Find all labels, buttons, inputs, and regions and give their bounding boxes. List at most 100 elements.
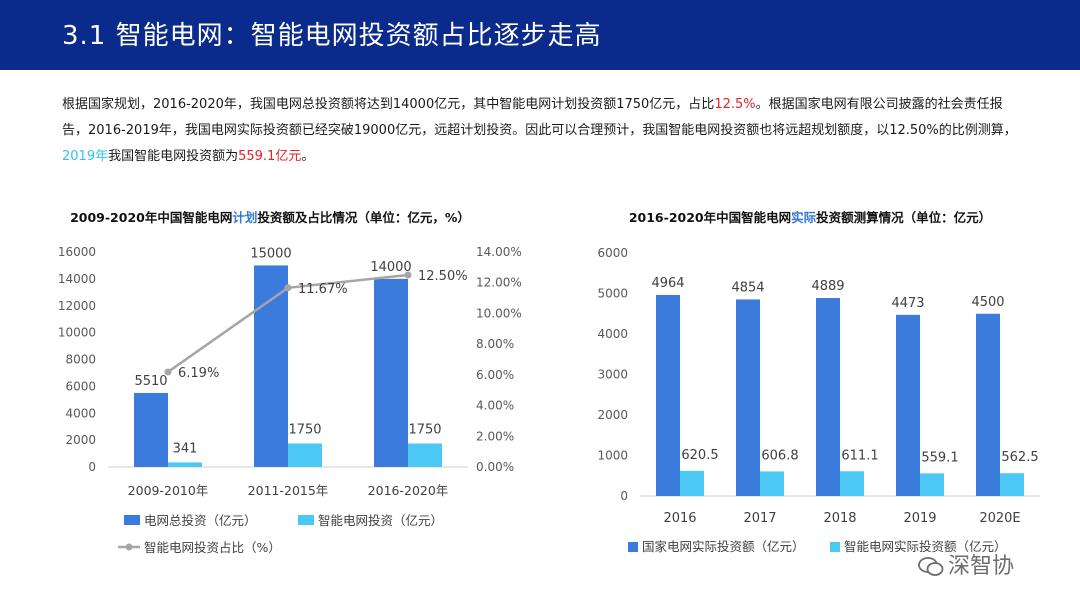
- chart1-ytick-label: 4000: [65, 406, 96, 420]
- chart2-bar-smart-label: 562.5: [1001, 450, 1038, 465]
- chart1-y2tick-label: 10.00%: [476, 306, 522, 320]
- chart2-x-tick-label: 2016: [663, 511, 696, 526]
- chart1-bar-smart-label: 1750: [408, 422, 441, 437]
- chart1-x-tick-label: 2011-2015年: [248, 483, 329, 498]
- chart1-y2tick-label: 14.00%: [476, 245, 522, 259]
- chart2-bar-grid: [656, 294, 680, 496]
- chart1-ratio-label: 12.50%: [418, 269, 468, 284]
- chart2-bar-grid: [976, 313, 1000, 496]
- chart2-x-tick-label: 2019: [903, 511, 936, 526]
- chart2-title-pre: 2016-2020年中国智能电网: [628, 210, 792, 225]
- chart1-bar-smart-label: 341: [173, 441, 198, 456]
- chart2-x-tick-label: 2018: [823, 511, 856, 526]
- chart2-legend-smart: 智能电网实际投资额（亿元）: [844, 539, 1007, 554]
- chart1-x-tick-label: 2016-2020年: [368, 483, 449, 498]
- chart2-legend-swatch-grid: [628, 542, 638, 552]
- chart2-ytick-label: 3000: [597, 368, 628, 382]
- chart1-legend-swatch-smart: [298, 515, 314, 525]
- chart1-ytick-label: 10000: [58, 326, 96, 340]
- chart1-title-keyword: 计划: [232, 210, 258, 225]
- chart2-title-post: 投资额测算情况（单位：亿元）: [816, 210, 992, 225]
- chart1-title-pre: 2009-2020年中国智能电网: [70, 210, 233, 225]
- chart1-x-tick-label: 2009-2010年: [128, 483, 209, 498]
- chart2-bar-smart: [680, 470, 704, 496]
- chart2-ytick-label: 5000: [597, 287, 628, 301]
- chart1-ytick-label: 8000: [65, 353, 96, 367]
- chart1-y2tick-label: 2.00%: [476, 429, 514, 443]
- chart1-ytick-label: 0: [88, 460, 96, 474]
- para-highlight-ratio: 12.5%: [714, 97, 756, 112]
- chart1-ratio-point: [284, 284, 292, 292]
- chart2-bar-smart: [760, 471, 784, 496]
- chart2-ytick-label: 4000: [597, 327, 628, 341]
- chart1-bar-total: [254, 265, 288, 467]
- chart1-ratio-label: 6.19%: [178, 366, 219, 381]
- chart1-bar-total: [374, 278, 408, 467]
- chart2-legend-grid: 国家电网实际投资额（亿元）: [642, 539, 805, 554]
- chart1-legend-total: 电网总投资（亿元）: [144, 513, 257, 528]
- chart1-legend-swatch-total: [124, 515, 140, 525]
- watermark-logo: 深智协: [918, 548, 1014, 580]
- chart2-ytick-label: 0: [620, 489, 628, 503]
- chart1-bar-smart: [408, 443, 442, 467]
- para-text-2: 。根据国家电网有限公司披露的社会责任报告，2016-2019年，我国电网实际投资…: [62, 97, 1017, 138]
- para-text-4: 。: [301, 149, 315, 164]
- chart1-ytick-label: 16000: [58, 245, 96, 259]
- chart2-ytick-label: 6000: [597, 246, 628, 260]
- chart1-ratio-point: [164, 368, 172, 376]
- chart1-y2tick-label: 12.00%: [476, 276, 522, 290]
- chart2-bar-grid: [736, 299, 760, 496]
- chart2-bar-smart-label: 620.5: [681, 448, 718, 463]
- para-text-3: 我国智能电网投资额为: [108, 149, 239, 164]
- chart1-y2tick-label: 6.00%: [476, 368, 514, 382]
- chart1-legend-ratio: 智能电网投资占比（%）: [144, 540, 281, 555]
- chart1-ratio-point: [404, 271, 412, 279]
- para-highlight-year: 2019年: [62, 149, 109, 164]
- chart1-legend-line-marker: [125, 543, 133, 551]
- chart2-ytick-label: 1000: [597, 449, 628, 463]
- chart2-bar-grid-label: 4964: [651, 276, 684, 291]
- chart2-bar-smart-label: 606.8: [761, 448, 798, 463]
- chart2-x-tick-label: 2017: [743, 511, 776, 526]
- wechat-icon: [918, 557, 944, 576]
- logo-text: 深智协: [948, 554, 1015, 579]
- chart1-bar-total-label: 5510: [134, 374, 167, 389]
- chart1-y2tick-label: 4.00%: [476, 399, 514, 413]
- chart2-bar-smart-label: 559.1: [921, 450, 958, 465]
- chart2-bar-grid-label: 4889: [811, 279, 844, 294]
- chart1-bar-total-label: 15000: [250, 246, 291, 261]
- chart2-x-tick-label: 2020E: [979, 511, 1020, 526]
- para-text-1: 根据国家规划，2016-2020年，我国电网总投资额将达到14000亿元，其中智…: [62, 97, 715, 112]
- chart1-bar-smart: [168, 462, 202, 467]
- chart2-bar-grid-label: 4854: [731, 280, 764, 295]
- chart1-legend-smart: 智能电网投资（亿元）: [318, 513, 443, 528]
- chart1-ratio-label: 11.67%: [298, 282, 348, 297]
- chart1-ytick-label: 6000: [65, 379, 96, 393]
- chart2-title: 2016-2020年中国智能电网实际投资额测算情况（单位：亿元）: [540, 207, 1080, 226]
- chart2-bar-smart: [920, 473, 944, 496]
- chart2-bar-smart-label: 611.1: [841, 448, 878, 463]
- chart1-ytick-label: 14000: [58, 272, 96, 286]
- chart2-bar-grid-label: 4473: [891, 296, 924, 311]
- chart1-bar-smart: [288, 443, 322, 467]
- para-highlight-amount: 559.1亿元: [238, 149, 302, 164]
- chart1-bar-total: [134, 392, 168, 467]
- chart1-title: 2009-2020年中国智能电网计划投资额及占比情况（单位：亿元，%）: [0, 207, 540, 226]
- header-bar: 3.1 智能电网：智能电网投资额占比逐步走高: [0, 0, 1080, 70]
- chart1-ytick-label: 2000: [65, 433, 96, 447]
- chart2-bar-grid: [816, 297, 840, 496]
- chart1-y2tick-label: 0.00%: [476, 460, 514, 474]
- chart1-y2tick-label: 8.00%: [476, 337, 514, 351]
- chart2-ytick-label: 2000: [597, 408, 628, 422]
- chart1-ytick-label: 12000: [58, 299, 96, 313]
- chart2-bar-grid-label: 4500: [971, 295, 1004, 310]
- page-title: 3.1 智能电网：智能电网投资额占比逐步走高: [62, 21, 602, 51]
- chart1-bar-smart-label: 1750: [288, 422, 321, 437]
- chart2-bar-grid: [896, 314, 920, 496]
- chart1-bar-total-label: 14000: [370, 260, 411, 275]
- chart2-legend-swatch-smart: [830, 542, 840, 552]
- chart2-bar-smart: [1000, 473, 1024, 496]
- chart1-title-post: 投资额及占比情况（单位：亿元，%）: [257, 210, 470, 225]
- chart2-bar-smart: [840, 471, 864, 496]
